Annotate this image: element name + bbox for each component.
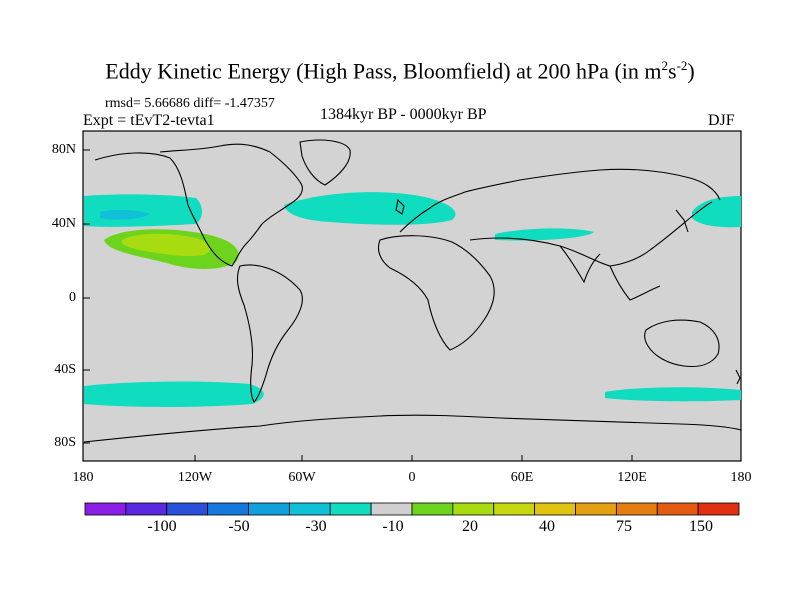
- coast-south-america: [236, 264, 303, 403]
- colorbar-label: -30: [305, 518, 327, 535]
- coast-se-asia: [609, 265, 661, 301]
- x-tick-label: 120E: [617, 470, 647, 485]
- colorbar-swatch: [656, 502, 699, 516]
- colorbar-label: -100: [147, 518, 177, 535]
- y-tick-label: 0: [69, 290, 76, 305]
- colorbar-swatch: [452, 502, 495, 516]
- colorbar-swatch: [493, 502, 536, 516]
- colorbar-label: 150: [689, 518, 713, 535]
- y-tick-label: 80S: [54, 435, 76, 450]
- colorbar-swatch: [248, 502, 290, 516]
- chart-title: Eddy Kinetic Energy (High Pass, Bloomfie…: [105, 58, 695, 84]
- coast-north-america: [94, 143, 303, 267]
- north-pacific-west-band: [84, 194, 202, 227]
- x-tick-label: 0: [408, 470, 416, 485]
- anomaly-fields: [84, 192, 741, 407]
- y-tick-label: 40N: [51, 216, 76, 231]
- season-label: DJF: [708, 112, 735, 129]
- y-tick-label: 40S: [54, 362, 76, 377]
- period-label: 1384kyr BP - 0000kyr BP: [320, 106, 487, 123]
- coast-uk: [395, 198, 405, 215]
- south-australia-band: [605, 387, 741, 402]
- colorbar-label: 20: [462, 518, 478, 535]
- colorbar-label: -10: [382, 518, 404, 535]
- coast-new-zealand: [735, 369, 741, 385]
- colorbar: [84, 502, 740, 516]
- coast-australia: [644, 319, 720, 368]
- stats-text: rmsd= 5.66686 diff= -1.47357: [105, 96, 275, 111]
- coast-japan: [675, 209, 689, 233]
- tick-marks: [83, 149, 633, 461]
- coast-asia: [469, 201, 713, 267]
- colorbar-swatch: [166, 502, 209, 516]
- coast-europe: [399, 168, 721, 233]
- mediterranean-band: [495, 228, 594, 241]
- north-atlantic-band: [284, 192, 456, 225]
- x-tick-label: 180: [72, 470, 94, 485]
- colorbar-swatch: [697, 502, 740, 516]
- colorbar-swatch: [370, 502, 413, 516]
- colorbar-swatch: [288, 502, 331, 516]
- eastern-pacific-positive-core: [121, 233, 211, 257]
- coast-antarctica: [83, 414, 742, 443]
- experiment-label: Expt = tEvT2-tevta1: [83, 112, 215, 129]
- coastlines: [83, 139, 742, 443]
- colorbar-swatch: [534, 502, 576, 516]
- colorbar-swatch: [125, 502, 168, 516]
- south-atlantic-pacific-band: [84, 381, 264, 407]
- x-tick-label: 120W: [177, 470, 213, 485]
- coast-india: [559, 245, 601, 284]
- x-tick-label: 60E: [510, 470, 534, 485]
- coast-greenland: [299, 139, 351, 186]
- colorbar-label: 75: [616, 518, 632, 535]
- x-tick-label: 180: [730, 470, 752, 485]
- colorbar-label: 40: [539, 518, 555, 535]
- colorbar-swatch: [207, 502, 249, 516]
- y-tick-label: 80N: [51, 142, 76, 157]
- northwest-pacific-band: [692, 196, 741, 228]
- colorbar-swatch: [411, 502, 454, 516]
- colorbar-swatch: [575, 502, 617, 516]
- colorbar-swatch: [84, 502, 127, 516]
- north-pacific-west-band-blue: [100, 209, 150, 220]
- coast-africa: [377, 235, 495, 351]
- colorbar-swatch: [615, 502, 658, 516]
- x-tick-label: 60W: [288, 470, 316, 485]
- colorbar-label: -50: [228, 518, 250, 535]
- colorbar-swatch: [329, 502, 372, 516]
